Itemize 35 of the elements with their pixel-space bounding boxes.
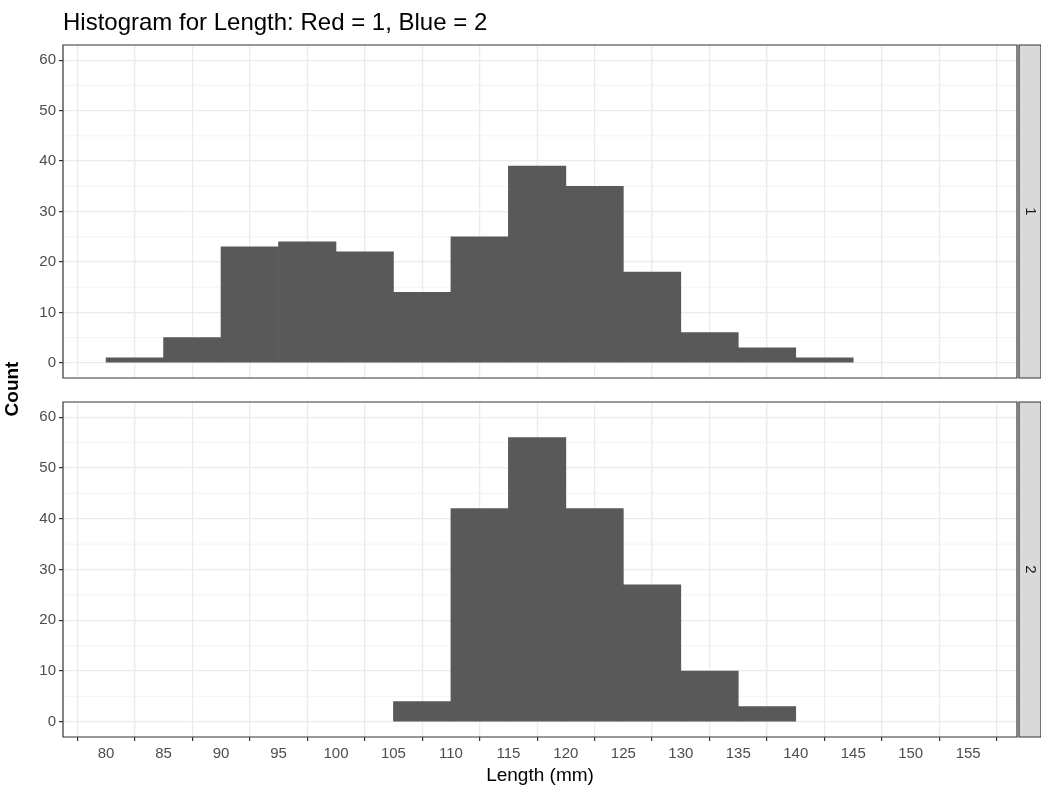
x-tick-label: 130 (668, 744, 694, 762)
x-tick-label: 150 (898, 744, 924, 762)
y-tick-label: 0 (47, 711, 56, 729)
y-tick-label: 50 (39, 100, 56, 118)
y-tick-label: 10 (39, 661, 56, 679)
y-tick-label: 30 (39, 201, 56, 219)
y-tick-label: 20 (39, 610, 56, 628)
x-tick-label: 80 (97, 744, 115, 762)
x-tick-label: 115 (496, 744, 521, 762)
y-tick-label: 40 (39, 151, 56, 169)
x-tick-label: 110 (438, 744, 463, 762)
x-tick-label: 95 (270, 744, 287, 762)
y-tick-label: 40 (39, 508, 56, 526)
y-tick-label: 20 (39, 252, 56, 270)
y-tick-label: 10 (39, 302, 56, 320)
x-tick-label: 155 (955, 744, 981, 762)
x-tick-label: 120 (553, 744, 579, 762)
x-tick-label: 125 (610, 744, 636, 762)
x-tick-label: 100 (323, 744, 349, 762)
y-tick-label: 30 (39, 559, 56, 577)
y-tick-label: 60 (39, 407, 56, 425)
y-tick-label: 60 (39, 50, 56, 68)
x-tick-label: 85 (155, 744, 172, 762)
x-tick-label: 90 (212, 744, 230, 762)
y-tick-label: 50 (39, 458, 56, 476)
x-axis-title: Length (mm) (486, 763, 594, 785)
y-axis-title: Count (1, 360, 23, 419)
chart-title: Histogram for Length: Red = 1, Blue = 2 (63, 8, 488, 36)
y2-axis-title: 1 (1022, 207, 1040, 216)
x-tick-label: 145 (840, 744, 866, 762)
x-tick-label: 140 (783, 744, 809, 762)
y-tick-label: 0 (47, 353, 56, 370)
x-tick-label: 105 (380, 744, 406, 762)
x-tick-label: 135 (725, 744, 751, 762)
y2-axis-title: 2 (1022, 565, 1040, 574)
